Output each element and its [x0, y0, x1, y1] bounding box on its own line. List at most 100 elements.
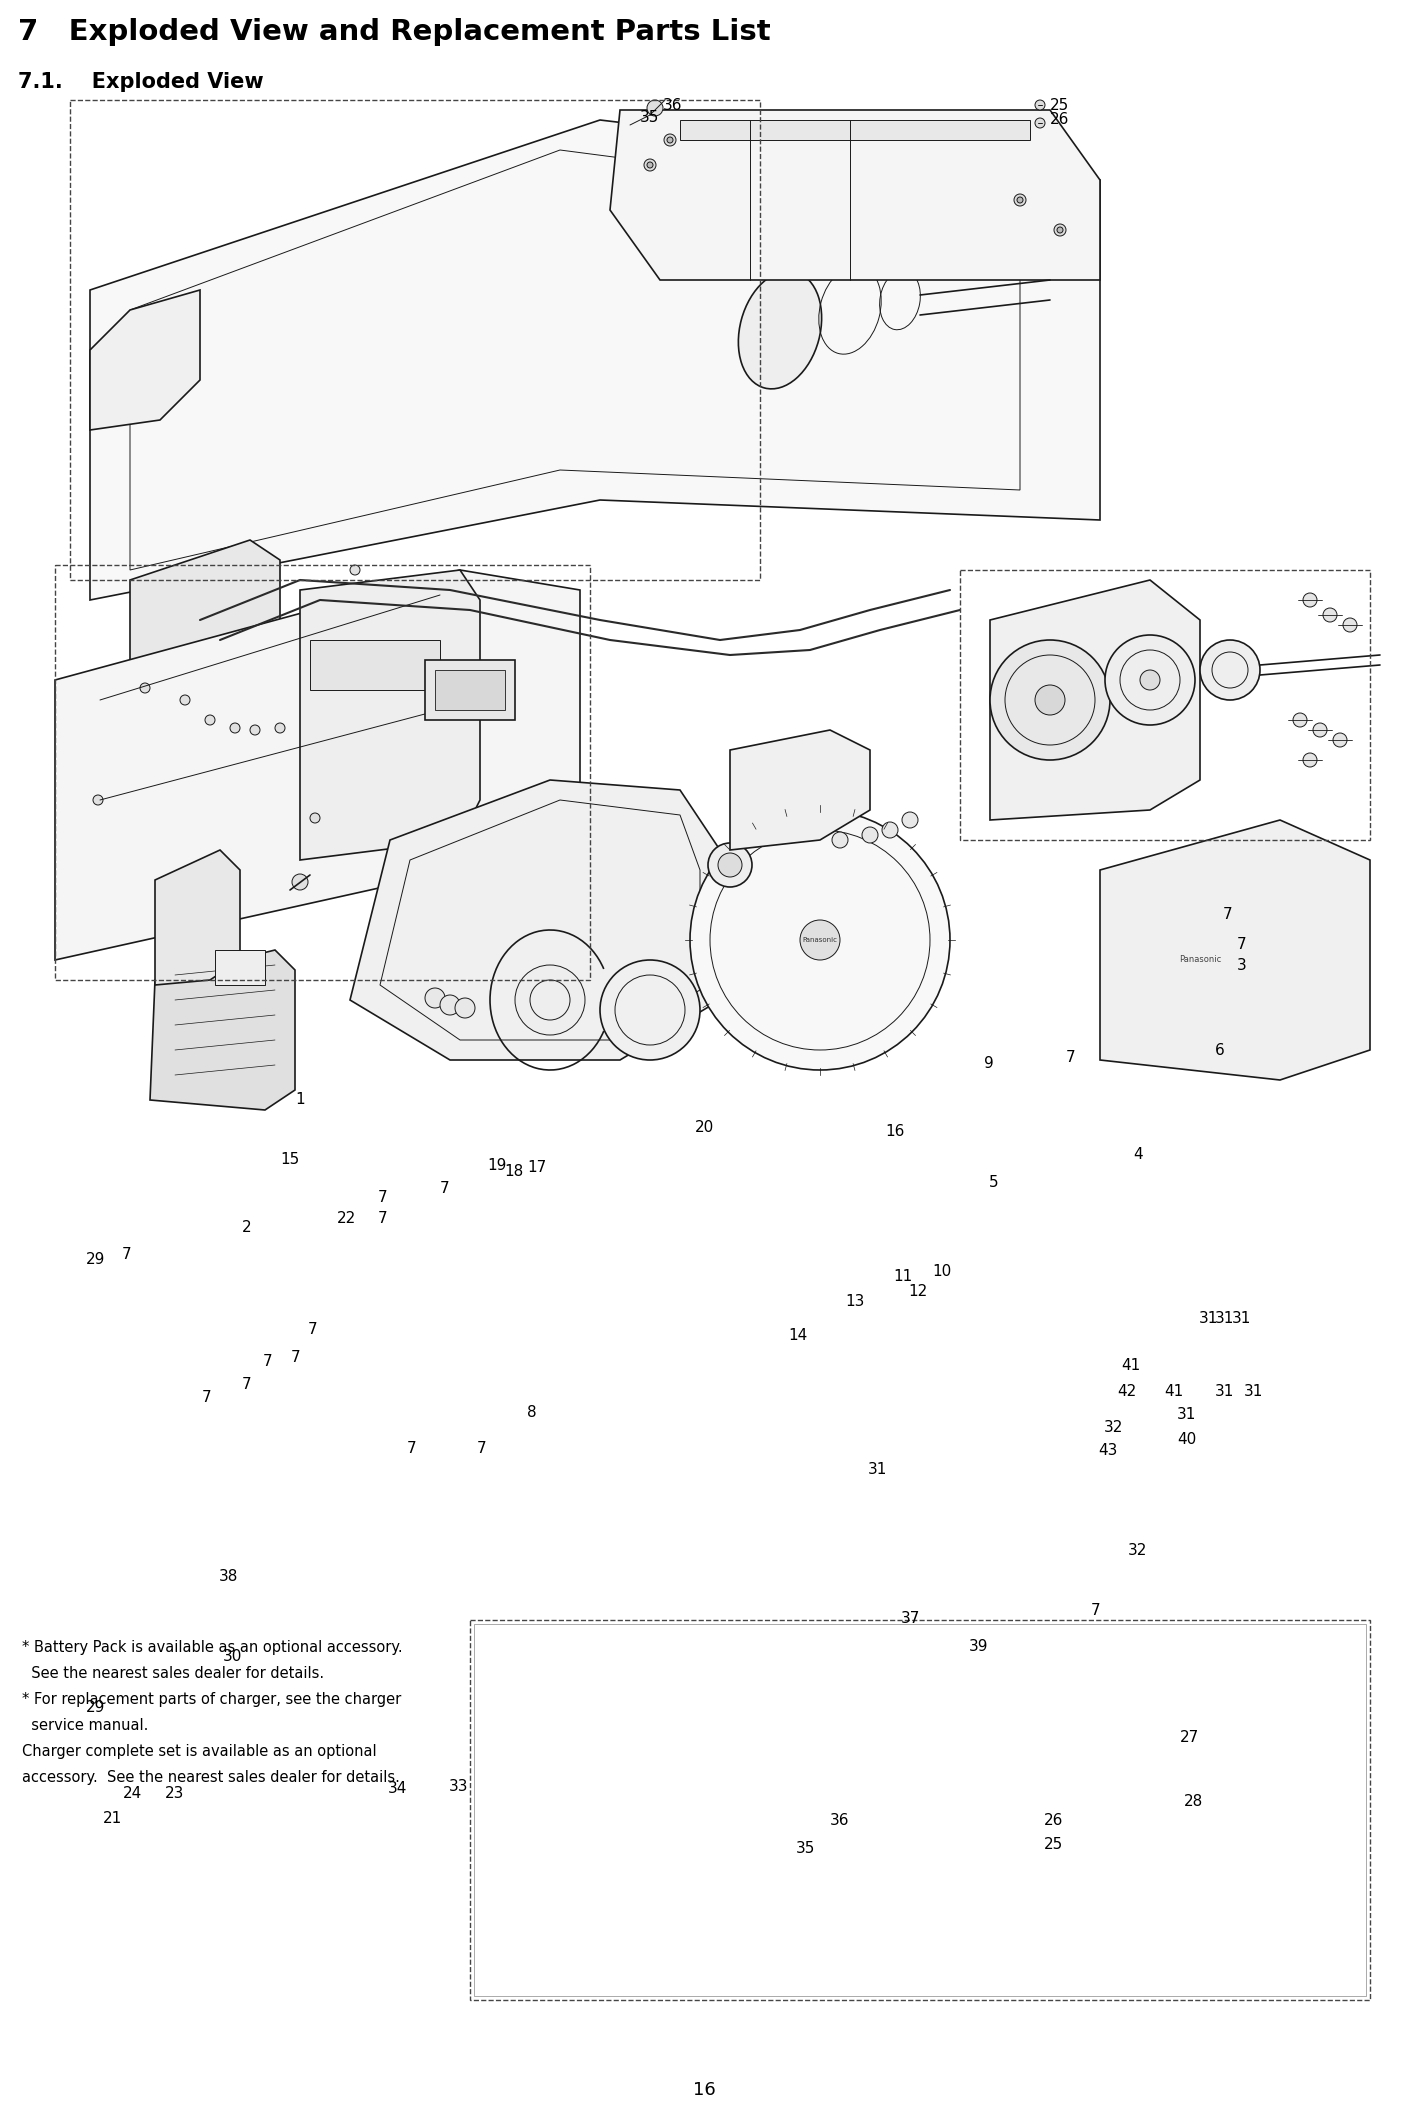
Text: 33: 33 [449, 1778, 469, 1795]
Text: 10: 10 [932, 1263, 952, 1280]
Polygon shape [729, 730, 870, 851]
Polygon shape [55, 570, 580, 959]
Polygon shape [610, 111, 1100, 281]
Text: 7: 7 [242, 1376, 251, 1393]
Text: 4   02   0001: 4 02 0001 [825, 1708, 931, 1725]
Text: 1: 1 [296, 1091, 304, 1108]
Text: 32: 32 [1128, 1542, 1148, 1559]
Polygon shape [300, 570, 480, 859]
Circle shape [275, 723, 284, 734]
Text: 32: 32 [1104, 1419, 1124, 1436]
Text: 13: 13 [845, 1293, 865, 1310]
Text: 6: 6 [1215, 1042, 1224, 1059]
Text: 7: 7 [263, 1353, 272, 1370]
Text: 5: 5 [990, 1174, 998, 1191]
Text: 25: 25 [1050, 98, 1069, 113]
Text: 27: 27 [1180, 1729, 1200, 1746]
Polygon shape [990, 581, 1200, 821]
Text: Year (last 2 digi: Year (last 2 digi [1029, 1759, 1126, 1772]
Circle shape [690, 810, 950, 1070]
Text: 31: 31 [1232, 1310, 1252, 1327]
Circle shape [1324, 608, 1338, 621]
Circle shape [648, 100, 663, 117]
Text: 7: 7 [308, 1321, 317, 1338]
Text: 7: 7 [1091, 1602, 1100, 1619]
Circle shape [206, 715, 215, 725]
Text: 9: 9 [984, 1055, 993, 1072]
Circle shape [708, 842, 752, 887]
Text: 16: 16 [693, 2080, 715, 2099]
Circle shape [1017, 198, 1024, 202]
Bar [435, 670, 505, 710]
Text: 31: 31 [1215, 1383, 1235, 1400]
Text: 43: 43 [1098, 1442, 1118, 1459]
Polygon shape [90, 119, 1100, 600]
Text: 20: 20 [694, 1119, 714, 1136]
Circle shape [648, 162, 653, 168]
Text: 36: 36 [663, 98, 683, 113]
Circle shape [390, 653, 400, 664]
Text: 7: 7 [379, 1210, 387, 1227]
Circle shape [862, 827, 879, 842]
Text: 7: 7 [407, 1440, 415, 1457]
Text: 2: 2 [242, 1219, 251, 1236]
Circle shape [903, 813, 918, 827]
Bar [215, 951, 265, 985]
Polygon shape [155, 851, 239, 985]
Text: 31: 31 [1243, 1383, 1263, 1400]
Text: 22: 22 [337, 1210, 356, 1227]
Text: Serial No.: Serial No. [1029, 1721, 1090, 1734]
Text: 31: 31 [1215, 1310, 1235, 1327]
Text: 41: 41 [1164, 1383, 1184, 1400]
Circle shape [990, 640, 1110, 759]
Polygon shape [541, 1729, 629, 1891]
Circle shape [251, 725, 260, 736]
Polygon shape [351, 781, 719, 1059]
Ellipse shape [551, 1751, 610, 1870]
Circle shape [1200, 640, 1260, 700]
Text: 36: 36 [829, 1812, 849, 1829]
Text: 24: 24 [122, 1785, 142, 1802]
Bar [425, 659, 515, 721]
Ellipse shape [738, 270, 822, 389]
Circle shape [1035, 685, 1064, 715]
Text: * Battery Pack is available as an optional accessory.: * Battery Pack is available as an option… [23, 1640, 403, 1655]
Circle shape [1105, 636, 1195, 725]
Circle shape [93, 795, 103, 804]
Circle shape [1343, 619, 1357, 632]
Text: 23: 23 [165, 1785, 184, 1802]
Circle shape [439, 995, 460, 1015]
Text: 30: 30 [222, 1648, 242, 1665]
Text: 7   Exploded View and Replacement Parts List: 7 Exploded View and Replacement Parts Li… [18, 17, 770, 47]
Circle shape [310, 813, 320, 823]
Circle shape [832, 832, 848, 849]
Polygon shape [90, 289, 200, 430]
Text: 28: 28 [1184, 1793, 1204, 1810]
Circle shape [1055, 223, 1066, 236]
Text: 7: 7 [1066, 1049, 1074, 1066]
Circle shape [665, 134, 676, 147]
Text: See the nearest sales dealer for details.: See the nearest sales dealer for details… [23, 1665, 324, 1680]
Text: 7: 7 [291, 1349, 300, 1366]
Text: 7: 7 [441, 1180, 449, 1198]
Text: torque indication: torque indication [825, 1670, 943, 1685]
Text: 7.1.    Exploded View: 7.1. Exploded View [18, 72, 263, 91]
Text: * For replacement parts of charger, see the charger: * For replacement parts of charger, see … [23, 1691, 401, 1708]
Text: Panasonic: Panasonic [803, 938, 838, 942]
Circle shape [643, 160, 656, 170]
Text: 37: 37 [901, 1610, 921, 1627]
Circle shape [515, 966, 584, 1036]
Circle shape [425, 989, 445, 1008]
Text: 18: 18 [504, 1163, 524, 1180]
Circle shape [1293, 713, 1307, 727]
Text: 11: 11 [893, 1268, 912, 1285]
Text: 35: 35 [796, 1840, 815, 1857]
Text: 14: 14 [788, 1327, 808, 1344]
Circle shape [351, 566, 360, 574]
Text: 29: 29 [86, 1699, 106, 1716]
Text: 4: 4 [1133, 1146, 1142, 1163]
Circle shape [455, 998, 474, 1019]
Text: 7: 7 [1238, 936, 1246, 953]
Text: 3: 3 [1238, 957, 1246, 974]
Circle shape [881, 821, 898, 838]
